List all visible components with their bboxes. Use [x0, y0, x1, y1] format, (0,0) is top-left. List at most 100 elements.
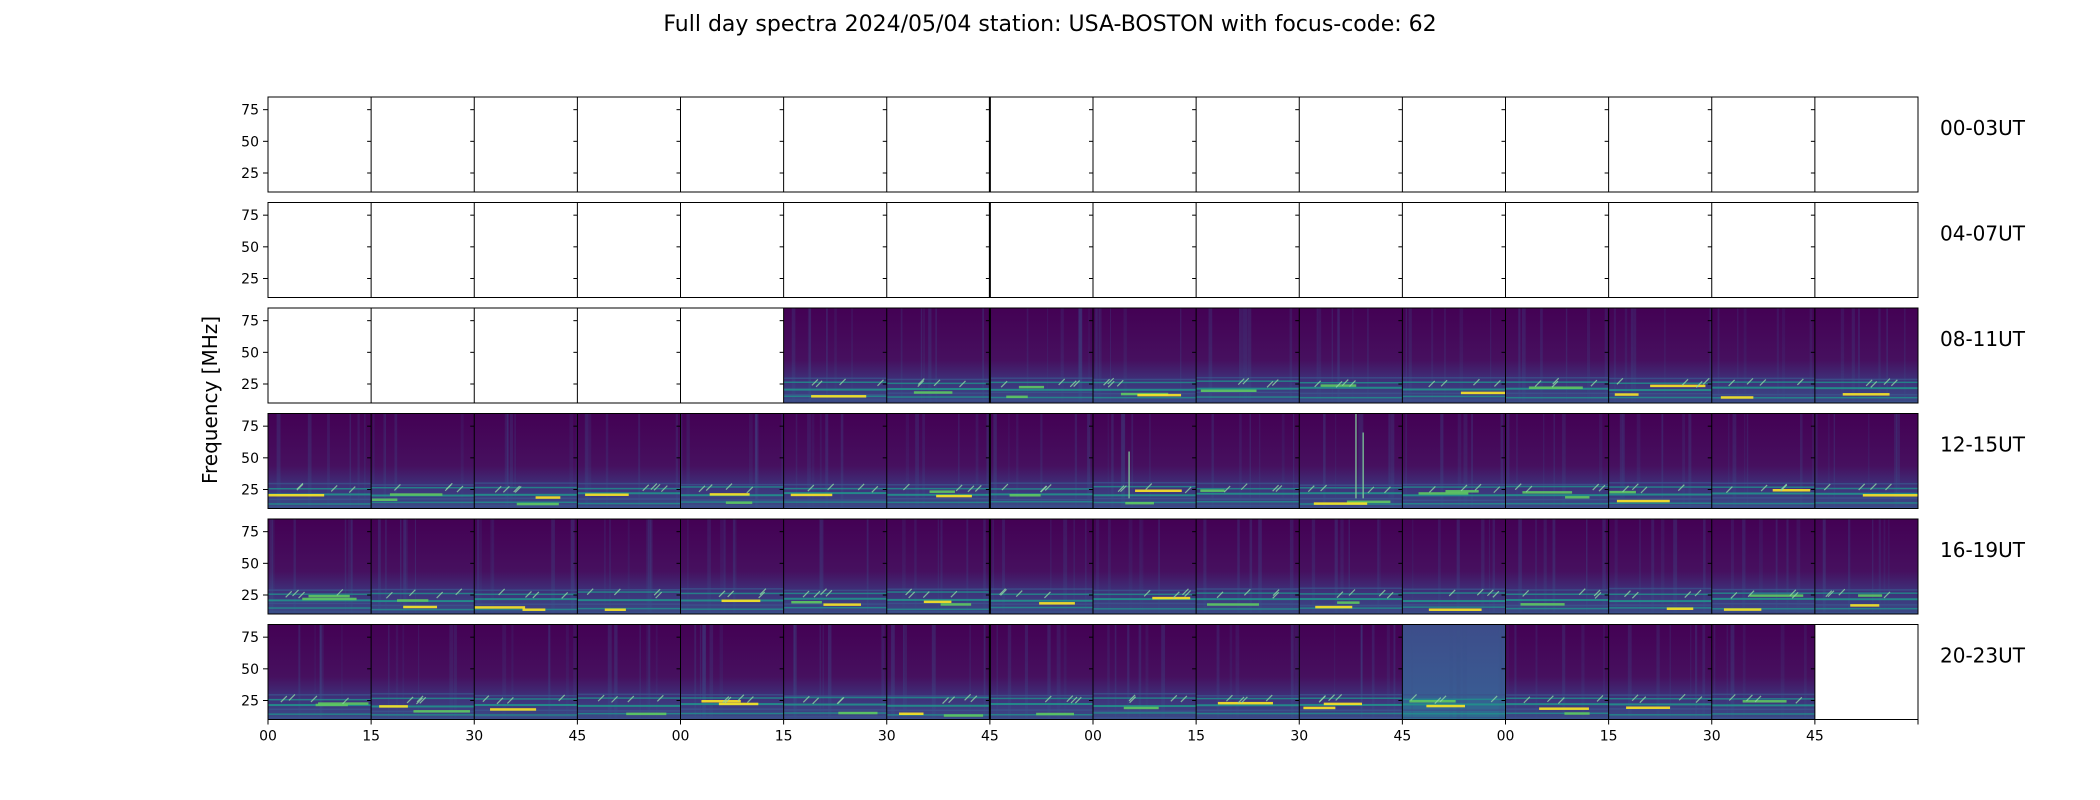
emission-band: [1814, 381, 1918, 384]
emission-band: [1505, 703, 1609, 706]
y-tick-label: 75: [241, 525, 259, 541]
spectrum-panel-1-2: [474, 202, 578, 298]
emission-band: [1093, 710, 1197, 713]
spectrum-texture: [1744, 413, 1746, 509]
sweep-mark: [1172, 591, 1180, 599]
emission-burst: [1720, 396, 1754, 399]
sweep-mark: [393, 483, 401, 491]
emission-burst: [1323, 702, 1363, 706]
sweep-mark: [825, 589, 833, 597]
row-frame: [267, 307, 1919, 404]
spectrum-texture: [1247, 308, 1252, 403]
spectrum-texture: [834, 308, 837, 403]
spectrum-texture: [1516, 413, 1518, 509]
sweep-mark: [1746, 694, 1753, 702]
spectrum-texture: [996, 624, 998, 720]
emission-band: [1299, 709, 1403, 711]
row-label: 16-19UT: [1940, 538, 2026, 562]
sweep-mark: [1223, 485, 1231, 493]
emission-band: [989, 399, 1093, 402]
empty-panel: [1608, 97, 1712, 192]
emission-band: [474, 589, 578, 591]
spectrum-texture: [605, 413, 609, 509]
sweep-mark: [653, 588, 661, 596]
spectrum-texture: [341, 624, 343, 720]
emission-band: [886, 610, 990, 613]
spectrum-texture: [573, 624, 577, 720]
sweep-mark: [650, 483, 658, 490]
sweep-mark: [877, 379, 884, 387]
spectrum-texture: [900, 308, 903, 403]
emission-band: [1093, 494, 1197, 497]
spectrum-texture: [922, 413, 925, 509]
emission-band: [1402, 709, 1506, 711]
sweep-mark: [1789, 589, 1797, 597]
spectrum-background: [577, 624, 681, 720]
spectrum-texture: [1107, 624, 1110, 720]
spectrum-texture: [793, 624, 797, 720]
emission-burst: [1528, 386, 1583, 389]
emission-band: [1505, 498, 1609, 501]
emission-band: [1299, 598, 1403, 601]
emission-band: [1093, 593, 1197, 596]
emission-band: [1608, 392, 1712, 395]
sweep-mark: [1514, 483, 1522, 491]
spectrum-texture: [1630, 308, 1634, 403]
sweep-mark: [514, 485, 522, 493]
spectrum-texture: [827, 624, 832, 720]
emission-band: [1402, 494, 1506, 497]
spectrum-texture: [394, 413, 398, 509]
sweep-mark: [999, 588, 1006, 596]
spectrum-background: [268, 413, 372, 509]
emission-band: [886, 378, 990, 381]
emission-band: [989, 391, 1093, 394]
sweep-mark: [506, 696, 514, 704]
spectrum-background: [577, 519, 681, 614]
emission-band: [1299, 697, 1403, 700]
emission-band: [268, 498, 372, 501]
spectrum-texture: [1449, 624, 1453, 720]
spectrum-background: [680, 519, 784, 614]
emission-band: [680, 604, 784, 606]
y-tick-label: 75: [241, 208, 259, 224]
emission-band: [577, 498, 681, 500]
emission-band: [268, 611, 372, 613]
emission-band: [783, 606, 887, 609]
emission-band: [1299, 399, 1403, 402]
emission-band: [886, 591, 990, 593]
emission-band: [783, 487, 887, 490]
spectrum-texture: [404, 519, 408, 614]
sweep-mark: [419, 696, 427, 704]
spectrum-texture: [1624, 308, 1628, 403]
emission-band: [371, 484, 475, 486]
sweep-mark: [1593, 589, 1601, 597]
spectrum-panel-0-13: [1608, 97, 1712, 192]
row-frame: [267, 96, 1919, 193]
emission-burst: [1036, 712, 1074, 716]
sweep-mark: [1040, 485, 1048, 493]
emission-band: [1402, 612, 1506, 614]
sweep-mark: [1694, 589, 1702, 597]
spectrum-texture: [808, 308, 812, 403]
sweep-mark: [1448, 589, 1456, 597]
empty-panel: [680, 97, 784, 192]
emission-band: [886, 388, 990, 391]
spectrum-texture: [453, 624, 457, 720]
spectrum-texture: [646, 519, 650, 614]
sweep-mark: [1473, 378, 1480, 386]
spectrum-texture: [754, 413, 758, 509]
emission-burst: [709, 493, 750, 496]
spectrum-texture: [1008, 413, 1010, 509]
emission-band: [371, 714, 475, 716]
emission-burst: [1125, 501, 1154, 505]
sweep-mark: [1000, 380, 1008, 388]
row-frame: [267, 202, 1919, 298]
emission-band: [783, 709, 887, 711]
sweep-mark: [1348, 589, 1356, 596]
sweep-mark: [416, 695, 424, 703]
spectrum-texture: [1348, 519, 1350, 614]
emission-band: [1608, 505, 1712, 507]
spectrum-texture: [681, 413, 683, 509]
emission-band: [474, 715, 578, 718]
spectrum-texture: [1851, 308, 1855, 403]
